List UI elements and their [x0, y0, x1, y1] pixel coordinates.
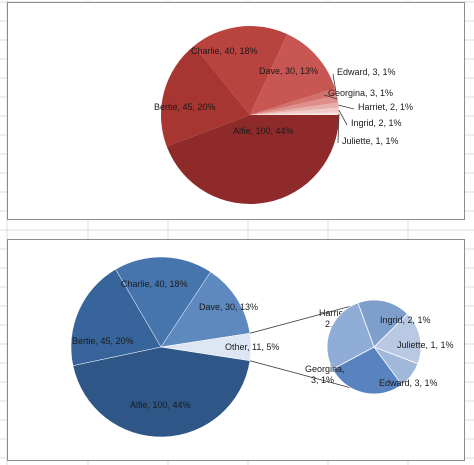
data-label-edward: Edward, 3, 1%	[337, 67, 396, 77]
leader-line-juliette	[337, 113, 340, 144]
secondary-slice-edward[interactable]	[332, 346, 403, 395]
slice-charlie[interactable]	[193, 26, 288, 115]
slice-dave[interactable]	[160, 271, 251, 348]
data-label-ingrid: Ingrid, 2, 1%	[351, 118, 402, 128]
secondary-data-label-juliette: Juliette, 1, 1%	[397, 340, 454, 350]
slice-georgina[interactable]	[250, 95, 339, 115]
data-label-bertie: Bertie, 45, 20%	[154, 102, 216, 112]
slice-dave[interactable]	[250, 34, 335, 115]
slice-ingrid[interactable]	[250, 107, 339, 115]
slice-charlie[interactable]	[115, 256, 211, 348]
secondary-slice-harriet[interactable]	[357, 299, 409, 348]
pie-of-pie-chart-bottom[interactable]: Alfie, 100, 44% Bertie, 45, 20% Charlie, 4…	[7, 239, 465, 461]
slice-alfie[interactable]	[166, 115, 339, 204]
pie-chart-top[interactable]: Alfie, 100, 44% Bertie, 45, 20% Charlie, 4…	[7, 2, 465, 220]
leader-line-georgina	[323, 94, 338, 100]
leader-line-ingrid	[338, 109, 348, 126]
data-label-georgina: Georgina, 3, 1%	[328, 88, 393, 98]
leader-line-harriet	[338, 104, 355, 110]
pie-chart-top-svg: Alfie, 100, 44% Bertie, 45, 20% Charlie, 4…	[154, 26, 413, 204]
data-label-dave: Dave, 30, 13%	[259, 66, 318, 76]
data-label-charlie: Charlie, 40, 18%	[121, 279, 188, 289]
data-label-other: Other, 11, 5%	[225, 342, 279, 352]
slice-juliette[interactable]	[250, 112, 340, 115]
data-label-alfie: Alfie, 100, 44%	[130, 400, 191, 410]
secondary-slice-georgina[interactable]	[326, 302, 375, 370]
data-label-dave: Dave, 30, 13%	[199, 302, 258, 312]
data-label-alfie: Alfie, 100, 44%	[233, 126, 294, 136]
secondary-data-label-ingrid: Ingrid, 2, 1%	[380, 315, 431, 325]
slice-alfie[interactable]	[72, 346, 251, 438]
slice-edward[interactable]	[250, 88, 337, 115]
data-label-harriet: Harriet, 2, 1%	[358, 102, 413, 112]
secondary-data-label-georgina: Georgina, 3, 1%	[305, 364, 345, 385]
data-label-bertie: Bertie, 45, 20%	[72, 336, 134, 346]
data-label-charlie: Charlie, 40, 18%	[191, 46, 258, 56]
pie-of-pie-chart-bottom-svg: Alfie, 100, 44% Bertie, 45, 20% Charlie, 4…	[70, 256, 454, 438]
slice-harriet[interactable]	[250, 102, 339, 115]
slice-bertie[interactable]	[161, 45, 250, 147]
slice-bertie[interactable]	[70, 268, 162, 366]
secondary-data-label-edward: Edward, 3, 1%	[379, 378, 438, 388]
data-label-juliette: Juliette, 1, 1%	[342, 136, 399, 146]
leader-line-edward	[332, 73, 337, 92]
